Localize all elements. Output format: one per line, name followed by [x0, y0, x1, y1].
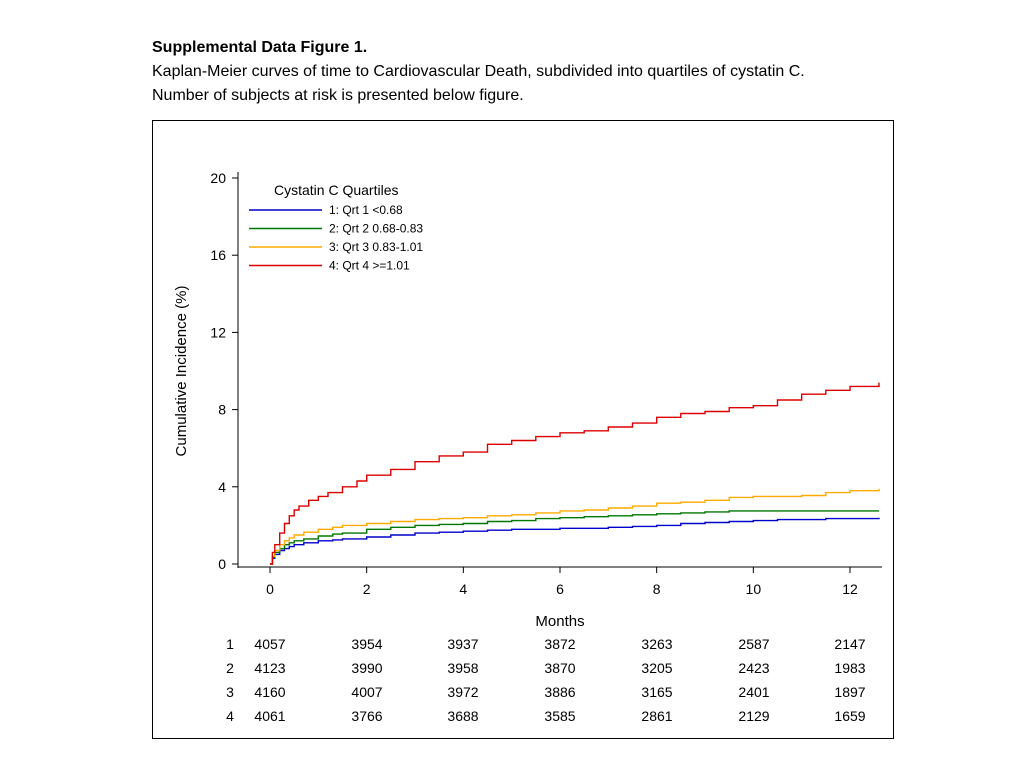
risk-table-cell: 1659: [834, 708, 865, 724]
risk-table-cell: 3263: [641, 636, 672, 652]
caption-line-2: Number of subjects at risk is presented …: [152, 87, 524, 104]
legend-label-2: 2: Qrt 2 0.68-0.83: [329, 222, 423, 236]
caption-title: Supplemental Data Figure 1.: [152, 39, 368, 56]
y-tick-label: 8: [218, 402, 226, 418]
risk-table-cell: 3205: [641, 660, 672, 676]
figure-caption: Supplemental Data Figure 1. Kaplan-Meier…: [152, 36, 1012, 108]
risk-table-cell: 2401: [738, 684, 769, 700]
y-tick-label: 16: [210, 247, 226, 263]
risk-table-cell: 3958: [447, 660, 478, 676]
x-tick-label: 12: [842, 581, 858, 597]
legend-title: Cystatin C Quartiles: [274, 182, 398, 198]
y-tick-label: 20: [210, 170, 226, 186]
risk-table-cell: 3937: [447, 636, 478, 652]
x-tick-label: 2: [363, 581, 371, 597]
legend-label-3: 3: Qrt 3 0.83-1.01: [329, 240, 423, 254]
y-axis-label: Cumulative Incidence (%): [173, 286, 190, 457]
risk-row-label: 4: [226, 708, 234, 724]
risk-row-label: 2: [226, 660, 234, 676]
risk-table-cell: 3870: [544, 660, 575, 676]
caption-line-1: Kaplan-Meier curves of time to Cardiovas…: [152, 63, 805, 80]
series-line-3: [270, 488, 880, 565]
series-line-1: [270, 517, 880, 565]
risk-row-label: 3: [226, 684, 234, 700]
risk-table-cell: 1983: [834, 660, 865, 676]
series-line-4: [270, 382, 880, 565]
x-tick-label: 6: [556, 581, 564, 597]
risk-table-cell: 3872: [544, 636, 575, 652]
risk-table-cell: 3585: [544, 708, 575, 724]
x-tick-label: 8: [653, 581, 661, 597]
risk-table-cell: 3165: [641, 684, 672, 700]
y-tick-label: 0: [218, 556, 226, 572]
risk-table-cell: 3766: [351, 708, 382, 724]
risk-table-cell: 4160: [254, 684, 285, 700]
x-axis-label: Months: [535, 613, 584, 630]
x-tick-label: 4: [459, 581, 467, 597]
figure-frame: [152, 120, 894, 739]
y-tick-label: 12: [210, 324, 226, 340]
risk-table-cell: 2147: [834, 636, 865, 652]
risk-table-cell: 2587: [738, 636, 769, 652]
risk-table-cell: 3972: [447, 684, 478, 700]
x-tick-label: 0: [266, 581, 274, 597]
risk-table-cell: 1897: [834, 684, 865, 700]
risk-table-cell: 3990: [351, 660, 382, 676]
risk-table-cell: 3886: [544, 684, 575, 700]
risk-table-cell: 4123: [254, 660, 285, 676]
y-tick-label: 4: [218, 479, 226, 495]
risk-table-cell: 4061: [254, 708, 285, 724]
legend-label-4: 4: Qrt 4 >=1.01: [329, 259, 410, 273]
legend-label-1: 1: Qrt 1 <0.68: [329, 203, 403, 217]
risk-table-cell: 4057: [254, 636, 285, 652]
risk-table-cell: 3688: [447, 708, 478, 724]
risk-table-cell: 2861: [641, 708, 672, 724]
risk-table-cell: 2423: [738, 660, 769, 676]
risk-row-label: 1: [226, 636, 234, 652]
x-tick-label: 10: [746, 581, 762, 597]
risk-table-cell: 3954: [351, 636, 382, 652]
risk-table-cell: 2129: [738, 708, 769, 724]
series-line-2: [270, 510, 879, 565]
risk-table-cell: 4007: [351, 684, 382, 700]
